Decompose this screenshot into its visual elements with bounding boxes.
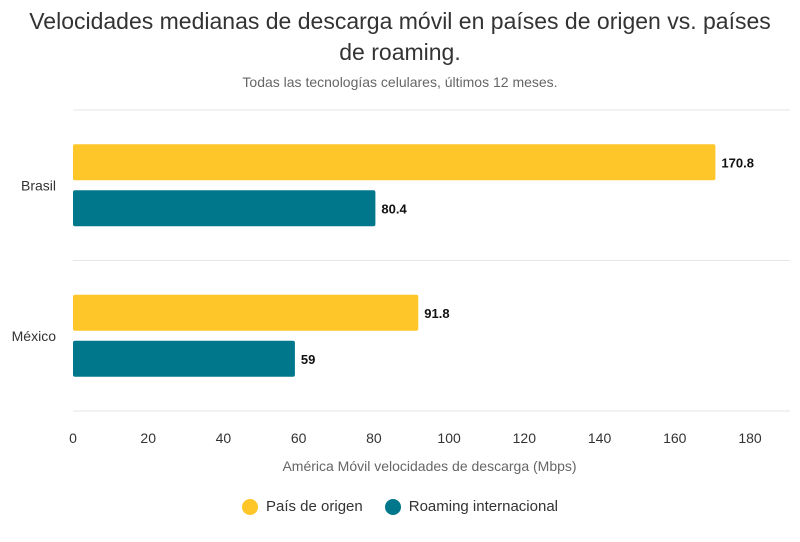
x-tick-label-9: 180 <box>738 430 762 446</box>
chart-subtitle: Todas las tecnologías celulares, últimos… <box>242 74 558 90</box>
legend-swatch-icon <box>384 498 401 515</box>
x-tick-label-4: 80 <box>366 430 382 446</box>
chart-title: Velocidades medianas de descarga móvil e… <box>29 8 771 65</box>
bar-país-de-origen-0 <box>73 144 716 181</box>
data-label-1-0: 80.4 <box>381 201 407 216</box>
data-label-0-1: 91.8 <box>424 306 449 321</box>
x-tick-label-8: 160 <box>663 430 687 446</box>
x-axis-label: América Móvil velocidades de descarga (M… <box>282 458 576 474</box>
legend-item-0[interactable]: País de origen <box>242 498 363 515</box>
legend-item-1[interactable]: Roaming internacional <box>384 498 558 515</box>
x-tick-label-2: 40 <box>216 430 232 446</box>
bar-roaming-internacional-1 <box>73 340 295 377</box>
data-label-0-0: 170.8 <box>721 155 754 170</box>
bar-país-de-origen-1 <box>73 294 419 331</box>
x-tick-label-7: 140 <box>588 430 612 446</box>
x-tick-label-6: 120 <box>513 430 537 446</box>
category-label-0: Brasil <box>21 177 56 193</box>
x-tick-label-3: 60 <box>291 430 307 446</box>
chart-legend: País de origen Roaming internacional <box>0 498 800 515</box>
bar-roaming-internacional-0 <box>73 190 376 227</box>
category-label-1: México <box>12 328 57 344</box>
legend-swatch-icon <box>242 498 258 515</box>
x-tick-label-0: 0 <box>69 430 77 446</box>
legend-label: País de origen <box>266 498 363 515</box>
x-tick-label-5: 100 <box>437 430 461 446</box>
legend-label: Roaming internacional <box>408 498 558 515</box>
x-tick-label-1: 20 <box>140 430 156 446</box>
data-label-1-1: 59 <box>301 352 315 367</box>
